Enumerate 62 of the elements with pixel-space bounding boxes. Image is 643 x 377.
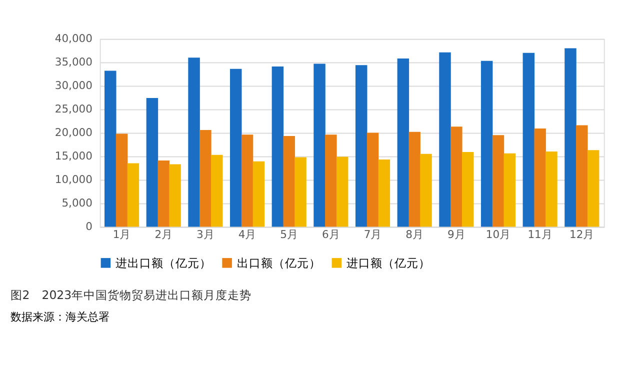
y-tick-label: 5,000 [62, 196, 93, 210]
legend-label: 出口额（亿元） [236, 256, 321, 270]
bar [272, 66, 284, 227]
bar [252, 161, 265, 227]
x-tick-label: 3月 [196, 228, 214, 241]
bar [127, 163, 140, 227]
x-tick-label: 1月 [112, 228, 131, 241]
bar [408, 132, 420, 227]
bar [158, 160, 170, 227]
x-tick-label: 4月 [238, 228, 256, 241]
bar [314, 64, 326, 227]
bar [462, 152, 474, 227]
x-tick-label: 11月 [528, 228, 552, 241]
bar [397, 58, 410, 227]
bar [366, 132, 379, 227]
x-tick-label: 6月 [322, 228, 340, 241]
y-tick-label: 20,000 [54, 126, 93, 140]
bar [587, 150, 600, 227]
bar [564, 48, 576, 227]
text: 图2 2023年中国货物贸易进出口额月度走势 [10, 288, 252, 302]
bar [439, 52, 451, 227]
bar [355, 65, 368, 227]
bar [378, 160, 390, 227]
bar [480, 60, 493, 227]
x-tick-label: 7月 [364, 228, 382, 241]
y-tick-label: 40,000 [54, 32, 93, 46]
bar [522, 52, 535, 227]
bar [336, 156, 348, 227]
bar [294, 157, 306, 227]
y-tick-label: 15,000 [54, 150, 93, 163]
y-tick-label: 0 [86, 220, 93, 234]
legend-label: 进出口额（亿元） [115, 256, 212, 270]
x-tick-label: 8月 [406, 228, 424, 241]
y-tick-label: 30,000 [54, 79, 93, 92]
bar [230, 68, 242, 227]
bar [169, 164, 181, 227]
bar [420, 154, 432, 227]
bar [188, 58, 200, 227]
bar [534, 128, 546, 227]
legend-label: 进口额（亿元） [346, 256, 430, 270]
bar [546, 152, 558, 227]
x-tick-label: 12月 [570, 228, 594, 241]
bar [492, 135, 504, 227]
y-tick-label: 25,000 [54, 102, 93, 116]
x-tick-label: 2月 [154, 228, 173, 241]
y-tick-label: 35,000 [54, 56, 93, 69]
bar [325, 134, 337, 227]
bar [210, 154, 223, 227]
x-tick-label: 5月 [280, 228, 298, 241]
source-note: 数据来源：海关总署 [10, 310, 110, 324]
bar [104, 70, 116, 227]
bar [200, 130, 212, 227]
bar [283, 136, 295, 227]
x-tick-label: 10月 [486, 228, 511, 241]
x-tick-label: 9月 [447, 228, 466, 241]
bar [241, 134, 254, 227]
y-tick-label: 10,000 [54, 173, 93, 186]
bar [450, 126, 462, 227]
bar [146, 98, 158, 227]
bar [116, 134, 128, 227]
bar [576, 125, 588, 227]
bar [504, 153, 516, 227]
